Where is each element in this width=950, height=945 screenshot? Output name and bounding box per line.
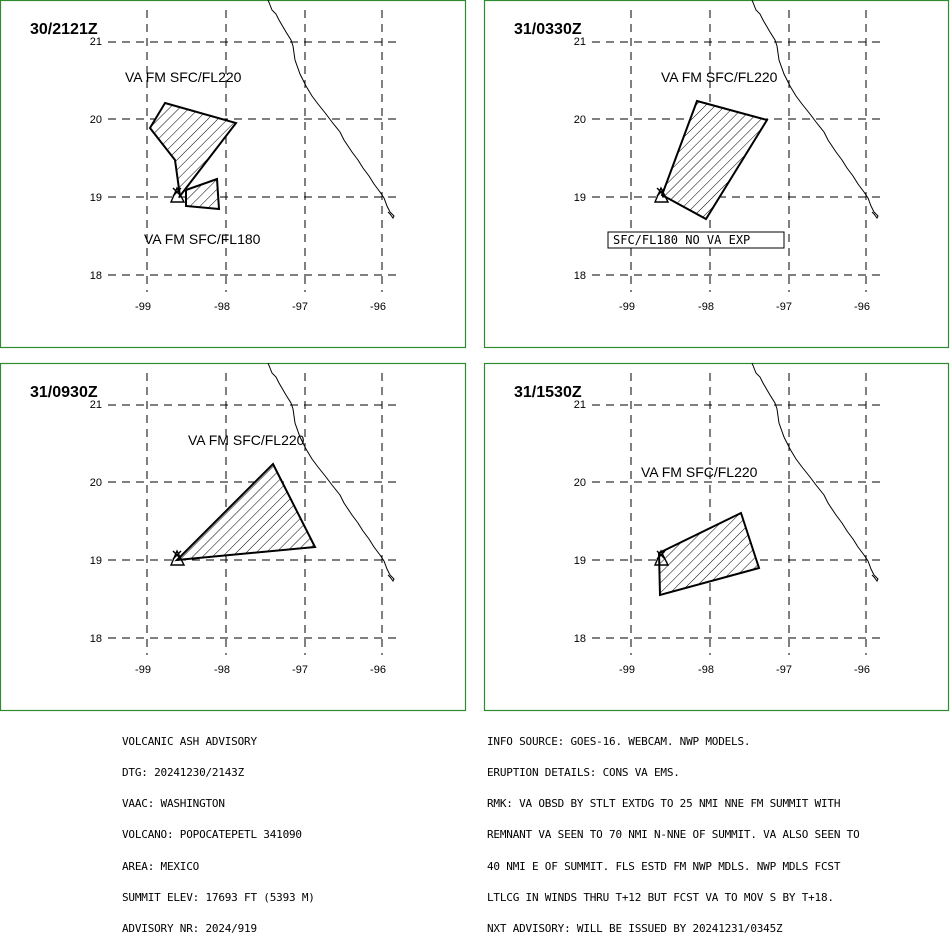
panel-border [0,0,467,349]
lon-tick: -97 [776,664,792,676]
advisory-line: VOLCANO: POPOCATEPETL 341090 [122,828,302,842]
lon-tick: -98 [214,664,230,676]
lon-tick: -96 [370,301,386,313]
advisory-line: NXT ADVISORY: WILL BE ISSUED BY 20241231… [487,922,783,936]
panel-border [483,362,950,712]
lon-tick: -96 [370,664,386,676]
volcano-icon [169,186,186,203]
panel-border [483,0,950,349]
lat-tick: 20 [574,477,586,489]
lat-tick: 20 [574,114,586,126]
coastline [267,0,395,219]
lat-tick: 21 [90,36,102,48]
lat-tick: 19 [90,555,102,567]
lon-tick: -97 [292,301,308,313]
advisory-line: REMNANT VA SEEN TO 70 NMI N-NNE OF SUMMI… [487,828,860,842]
advisory-graphic: 21 20 19 18 -99 -98 -97 -96 30/2121Z VA … [0,0,950,712]
ash-cloud-polygon [657,511,761,597]
lon-tick: -98 [698,664,714,676]
advisory-line: ADVISORY NR: 2024/919 [122,922,257,936]
ash-cloud-polygon [148,101,238,199]
panel-2: 21 20 19 18 -99 -98 -97 -96 31/0330Z VA … [483,0,950,349]
lat-labels: 21 20 19 18 [574,399,586,645]
volcano-icon [169,549,186,566]
flight-level-label: VA FM SFC/FL220 [641,464,758,480]
lat-tick: 18 [574,633,586,645]
lon-tick: -97 [776,301,792,313]
lon-labels: -99 -98 -97 -96 [619,301,870,313]
lon-labels: -99 -98 -97 -96 [619,664,870,676]
panel-3: 21 20 19 18 -99 -98 -97 -96 31/0930Z VA … [0,362,467,712]
lon-tick: -99 [619,301,635,313]
advisory-line: VAAC: WASHINGTON [122,797,225,811]
panel-1: 21 20 19 18 -99 -98 -97 -96 30/2121Z VA … [0,0,467,349]
coastline [751,362,879,582]
coastline [751,0,879,219]
ash-cloud-polygon [174,462,317,562]
flight-level-label: VA FM SFC/FL220 [661,69,778,85]
grid [108,10,400,292]
advisory-line: VOLCANIC ASH ADVISORY [122,734,257,748]
valid-time: 31/1530Z [514,384,582,401]
lon-tick: -98 [698,301,714,313]
advisory-line: LTLCG IN WINDS THRU T+12 BUT FCST VA TO … [487,890,834,904]
ash-cloud-polygon [660,99,769,221]
lon-tick: -99 [135,301,151,313]
grid [592,10,884,292]
lon-tick: -96 [854,301,870,313]
no-ash-label: SFC/FL180 NO VA EXP [613,233,750,247]
flight-level-label: VA FM SFC/FL220 [188,432,305,448]
flight-level-label: VA FM SFC/FL220 [125,69,242,85]
valid-time: 30/2121Z [30,21,98,38]
volcano-icon [653,549,670,566]
lat-labels: 21 20 19 18 [90,399,102,645]
lat-tick: 18 [574,270,586,282]
lat-tick: 20 [90,114,102,126]
advisory-remarks-block: INFO SOURCE: GOES-16. WEBCAM. NWP MODELS… [487,716,860,945]
lat-tick: 20 [90,477,102,489]
advisory-line: INFO SOURCE: GOES-16. WEBCAM. NWP MODELS… [487,734,751,748]
flight-level-label: VA FM SFC/FL180 [144,231,261,247]
no-ash-box [607,231,785,249]
lat-tick: 19 [90,192,102,204]
lat-tick: 21 [574,399,586,411]
advisory-line: AREA: MEXICO [122,859,200,873]
lat-labels: 21 20 19 18 [90,36,102,282]
advisory-line: 40 NMI E OF SUMMIT. FLS ESTD FM NWP MDLS… [487,859,841,873]
advisory-line: RMK: VA OBSD BY STLT EXTDG TO 25 NMI NNE… [487,797,841,811]
lat-labels: 21 20 19 18 [574,36,586,282]
lat-tick: 19 [574,192,586,204]
lat-tick: 21 [90,399,102,411]
panel-border [0,362,467,712]
lat-tick: 18 [90,633,102,645]
panel-4: 21 20 19 18 -99 -98 -97 -96 31/1530Z VA … [483,362,950,712]
lon-tick: -97 [292,664,308,676]
lat-tick: 21 [574,36,586,48]
ash-cloud-polygon [185,177,221,211]
valid-time: 31/0930Z [30,384,98,401]
advisory-header-block: VOLCANIC ASH ADVISORY DTG: 20241230/2143… [122,716,315,945]
advisory-line: DTG: 20241230/2143Z [122,766,245,780]
lon-tick: -99 [135,664,151,676]
lat-tick: 18 [90,270,102,282]
valid-time: 31/0330Z [514,21,582,38]
lon-tick: -98 [214,301,230,313]
lon-labels: -99 -98 -97 -96 [135,301,386,313]
advisory-line: SUMMIT ELEV: 17693 FT (5393 M) [122,890,315,904]
volcano-icon [653,186,670,203]
lon-tick: -99 [619,664,635,676]
advisory-line: ERUPTION DETAILS: CONS VA EMS. [487,766,680,780]
lat-tick: 19 [574,555,586,567]
lon-tick: -96 [854,664,870,676]
lon-labels: -99 -98 -97 -96 [135,664,386,676]
